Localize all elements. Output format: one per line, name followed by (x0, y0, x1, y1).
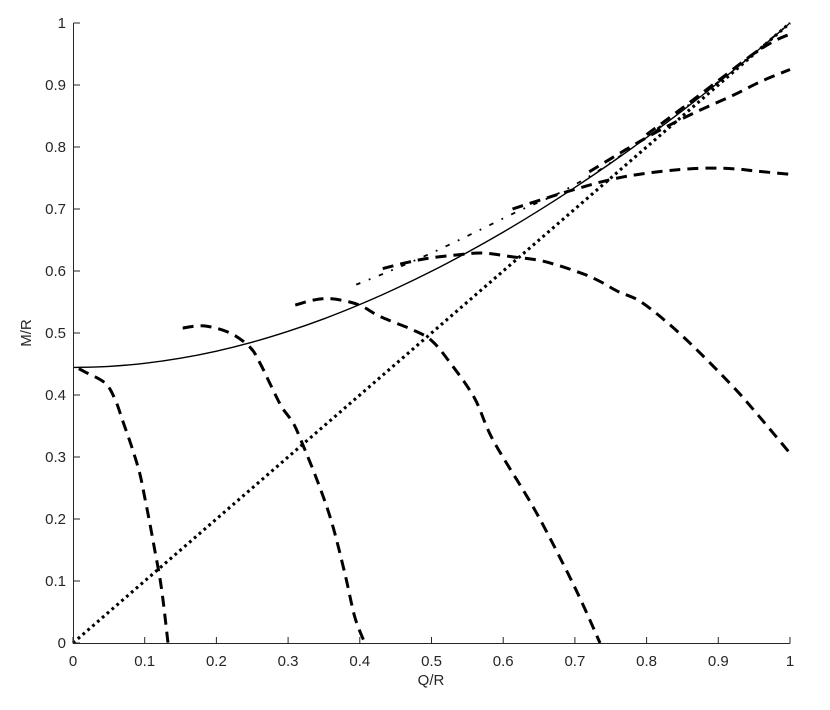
x-tick-label: 0.9 (708, 653, 729, 670)
y-axis-label: M/R (18, 319, 35, 347)
series-extremal-diagonal-line (71, 21, 792, 645)
x-tick-label: 0 (69, 653, 77, 670)
y-tick-label: 0.1 (45, 573, 66, 590)
x-tick-label: 0.3 (278, 653, 299, 670)
series-solution-branch-6 (588, 68, 791, 174)
y-tick-label: 1 (58, 15, 66, 32)
x-tick-label: 0.2 (206, 653, 227, 670)
y-tick-label: 0.6 (45, 263, 66, 280)
y-tick-label: 0.9 (45, 77, 66, 94)
series-solution-branch-7 (645, 32, 791, 136)
x-tick-label: 0.5 (421, 653, 442, 670)
y-tick-label: 0.2 (45, 511, 66, 528)
y-tick-label: 0 (58, 635, 66, 652)
x-ticks: 0 0.1 0.2 0.3 0.4 0.5 0.6 0.7 0.8 0.9 1 (69, 637, 794, 670)
x-tick-label: 1 (786, 653, 794, 670)
series-solution-branch-3 (294, 297, 602, 644)
y-tick-label: 0.8 (45, 139, 66, 156)
x-tick-label: 0.1 (134, 653, 155, 670)
x-tick-label: 0.6 (493, 653, 514, 670)
x-axis-label: Q/R (418, 672, 445, 689)
y-ticks: 0 0.1 0.2 0.3 0.4 0.5 0.6 0.7 0.8 0.9 1 (45, 15, 80, 652)
y-tick-label: 0.3 (45, 449, 66, 466)
y-tick-label: 0.7 (45, 201, 66, 218)
x-tick-label: 0.4 (349, 653, 370, 670)
axes-layer: 0 0.1 0.2 0.3 0.4 0.5 0.6 0.7 0.8 0.9 1 0 0.1 0.2 0.3… (18, 15, 794, 689)
x-tick-label: 0.8 (636, 653, 657, 670)
y-tick-label: 0.4 (45, 387, 66, 404)
curves-layer (71, 21, 792, 645)
x-tick-label: 0.7 (564, 653, 585, 670)
series-solution-branch-4 (382, 251, 792, 455)
y-tick-label: 0.5 (45, 325, 66, 342)
series-compactness-bound-curve (72, 22, 791, 369)
series-solution-branch-5 (512, 166, 791, 211)
series-solution-branch-2 (182, 324, 367, 644)
series-critical-dashdot-curve (355, 22, 791, 286)
series-solution-branch-1 (78, 367, 170, 644)
